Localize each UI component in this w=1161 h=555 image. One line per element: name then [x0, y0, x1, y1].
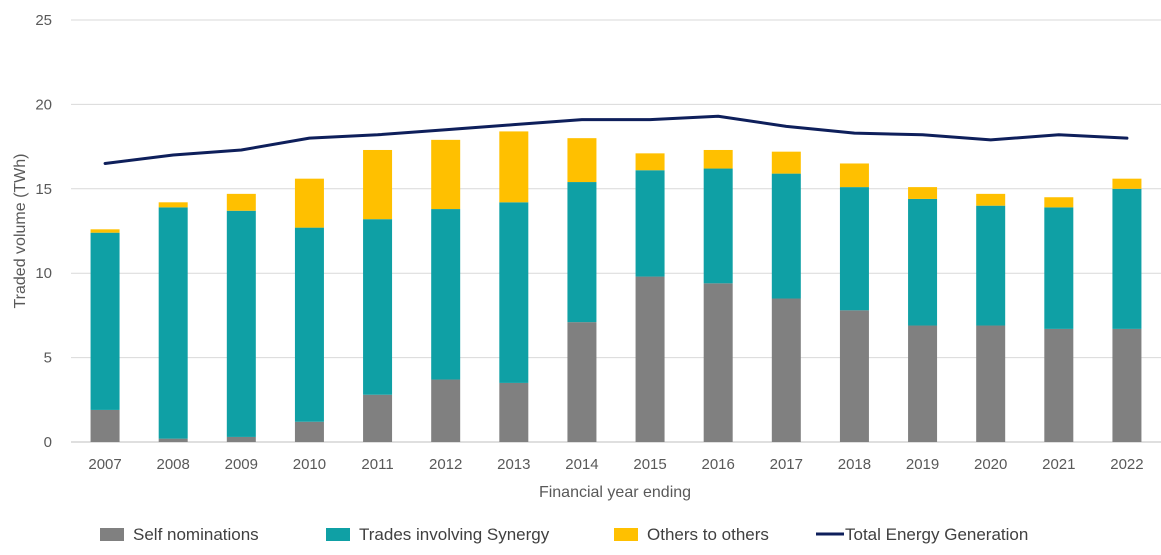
bar-trades-involving-synergy-2016 [703, 168, 733, 284]
bar-self-nominations-2011 [363, 394, 393, 442]
y-tick-label-25: 25 [35, 12, 52, 29]
bar-others-to-others-2017 [771, 151, 801, 174]
y-tick-label-10: 10 [35, 265, 52, 282]
x-tick-label-2013: 2013 [497, 456, 530, 473]
legend: Self nominations Trades involving Synergy… [100, 525, 1028, 544]
y-tick-label-20: 20 [35, 96, 52, 113]
x-tick-label-2016: 2016 [702, 456, 735, 473]
legend-swatch-others-to-others [614, 528, 638, 541]
legend-label-self-nominations: Self nominations [133, 525, 259, 544]
x-tick-label-2018: 2018 [838, 456, 871, 473]
bar-others-to-others-2010 [294, 178, 324, 228]
legend-label-trades-involving-synergy: Trades involving Synergy [359, 525, 550, 544]
bar-self-nominations-2010 [294, 421, 324, 442]
x-tick-label-2022: 2022 [1110, 456, 1143, 473]
x-tick-label-2015: 2015 [633, 456, 666, 473]
bar-trades-involving-synergy-2022 [1112, 188, 1142, 329]
y-tick-label-15: 15 [35, 181, 52, 198]
bar-self-nominations-2020 [976, 325, 1006, 442]
bar-others-to-others-2008 [158, 202, 188, 208]
y-tick-label-5: 5 [44, 350, 52, 367]
bar-trades-involving-synergy-2015 [635, 170, 665, 277]
bar-trades-involving-synergy-2021 [1044, 207, 1074, 329]
bar-self-nominations-2008 [158, 438, 188, 442]
bar-trades-involving-synergy-2009 [226, 210, 256, 437]
bar-trades-involving-synergy-2013 [499, 202, 529, 383]
bar-self-nominations-2013 [499, 382, 529, 442]
legend-swatch-self-nominations [100, 528, 124, 541]
legend-swatch-trades-involving-synergy [326, 528, 350, 541]
bar-self-nominations-2016 [703, 283, 733, 442]
bar-others-to-others-2013 [499, 131, 529, 203]
y-tick-label-0: 0 [44, 434, 52, 451]
bar-trades-involving-synergy-2019 [908, 198, 938, 326]
bar-others-to-others-2022 [1112, 178, 1142, 189]
bar-others-to-others-2016 [703, 149, 733, 169]
bar-self-nominations-2015 [635, 276, 665, 442]
bar-self-nominations-2021 [1044, 328, 1074, 442]
bar-others-to-others-2018 [839, 163, 869, 188]
bar-trades-involving-synergy-2007 [90, 232, 120, 410]
bar-others-to-others-2021 [1044, 197, 1074, 208]
legend-label-total-energy-generation: Total Energy Generation [845, 525, 1028, 544]
x-tick-label-2010: 2010 [293, 456, 326, 473]
bar-self-nominations-2017 [771, 298, 801, 442]
bar-trades-involving-synergy-2017 [771, 173, 801, 299]
bar-trades-involving-synergy-2011 [363, 219, 393, 395]
bar-others-to-others-2007 [90, 229, 120, 233]
y-axis-title: Traded volume (TWh) [12, 154, 29, 309]
x-tick-label-2007: 2007 [88, 456, 121, 473]
bar-others-to-others-2014 [567, 138, 597, 183]
bar-others-to-others-2009 [226, 193, 256, 211]
x-tick-label-2021: 2021 [1042, 456, 1075, 473]
bars [90, 131, 1142, 442]
bar-trades-involving-synergy-2020 [976, 205, 1006, 326]
bar-self-nominations-2014 [567, 322, 597, 442]
bar-others-to-others-2011 [363, 149, 393, 220]
x-tick-label-2012: 2012 [429, 456, 462, 473]
x-tick-label-2019: 2019 [906, 456, 939, 473]
bar-self-nominations-2019 [908, 325, 938, 442]
bar-trades-involving-synergy-2010 [294, 227, 324, 422]
x-tick-label-2014: 2014 [565, 456, 598, 473]
bar-trades-involving-synergy-2012 [431, 209, 461, 380]
x-tick-label-2009: 2009 [225, 456, 258, 473]
bar-trades-involving-synergy-2014 [567, 182, 597, 323]
bar-self-nominations-2018 [839, 310, 869, 442]
x-tick-label-2011: 2011 [361, 456, 393, 473]
bar-others-to-others-2012 [431, 139, 461, 210]
bar-trades-involving-synergy-2008 [158, 207, 188, 439]
bar-self-nominations-2009 [226, 436, 256, 442]
axes: Financial year ending Traded volume (TWh… [12, 12, 1144, 501]
line-series [103, 114, 1129, 165]
line-total-energy-generation [103, 114, 1129, 165]
x-tick-label-2020: 2020 [974, 456, 1007, 473]
x-tick-label-2008: 2008 [157, 456, 190, 473]
legend-label-others-to-others: Others to others [647, 525, 769, 544]
bar-self-nominations-2007 [90, 409, 120, 442]
bar-others-to-others-2019 [908, 187, 938, 199]
bar-others-to-others-2020 [976, 193, 1006, 206]
bar-self-nominations-2022 [1112, 328, 1142, 442]
x-tick-label-2017: 2017 [770, 456, 803, 473]
x-axis-title: Financial year ending [539, 484, 691, 501]
bar-self-nominations-2012 [431, 379, 461, 442]
bar-others-to-others-2015 [635, 153, 665, 171]
bar-trades-involving-synergy-2018 [839, 187, 869, 311]
